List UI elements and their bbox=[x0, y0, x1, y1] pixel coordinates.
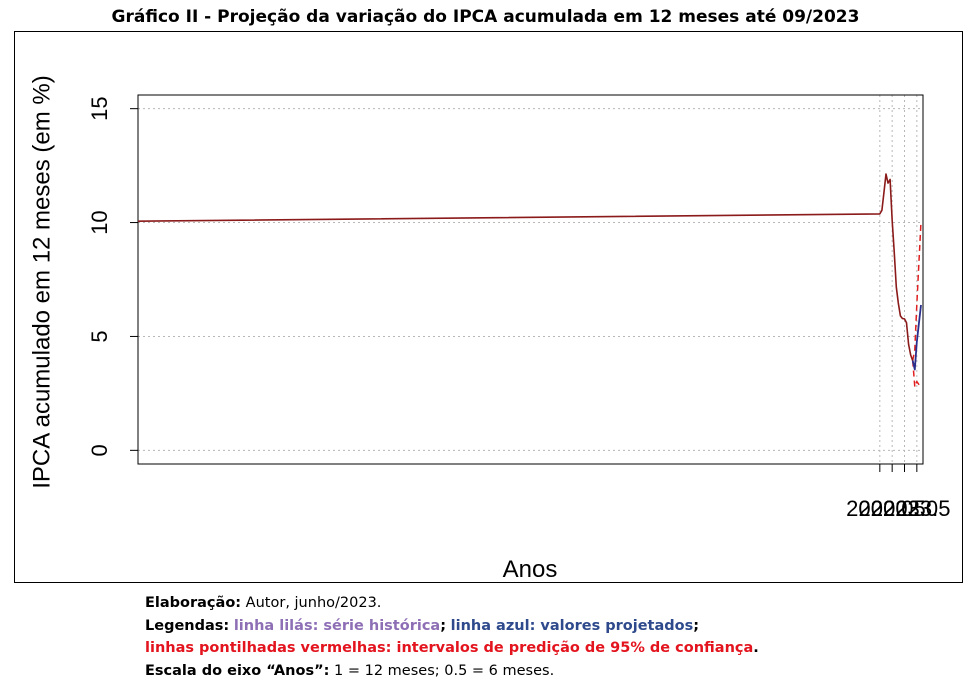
legend-interval: linhas pontilhadas vermelhas: intervalos… bbox=[145, 640, 754, 656]
note-legend: Legendas: linha lilás: série histórica; … bbox=[145, 615, 759, 638]
projected-series-line bbox=[911, 304, 922, 371]
legend-separator: ; bbox=[440, 617, 447, 634]
scale-label: Escala do eixo “Anos”: bbox=[145, 662, 330, 679]
legend-interval-end: . bbox=[753, 640, 759, 656]
elaboration-label: Elaboração: bbox=[145, 595, 242, 611]
elaboration-text: Autor, junho/2023. bbox=[241, 595, 382, 611]
lower-interval-line bbox=[911, 360, 922, 388]
y-tick-label: 5 bbox=[87, 330, 112, 342]
chart-notes: Elaboração: Autor, junho/2023. Legendas:… bbox=[145, 592, 759, 682]
x-tick-label: 2023.0 bbox=[871, 496, 938, 521]
legend-label: Legendas: bbox=[145, 617, 230, 634]
y-tick-label: 0 bbox=[87, 444, 112, 456]
legend-projected: linha azul: valores projetados bbox=[450, 617, 694, 634]
scale-text: 1 = 12 meses; 0.5 = 6 meses. bbox=[329, 662, 555, 679]
note-scale: Escala do eixo “Anos”: 1 = 12 meses; 0.5… bbox=[145, 660, 759, 683]
grid-lines bbox=[138, 95, 923, 464]
y-tick-label: 10 bbox=[87, 210, 112, 234]
x-tick-label: 2022.5 bbox=[859, 496, 926, 521]
y-axis-label: IPCA acumulado em 12 meses (em %) bbox=[28, 75, 55, 489]
note-elaboration: Elaboração: Autor, junho/2023. bbox=[145, 592, 759, 615]
historical-series-line bbox=[137, 173, 914, 361]
chart-frame: 2022.0 2022.5 2023.0 2023.5 0 5 10 15 Anos IPCA… bbox=[14, 31, 963, 583]
y-tick-label: 15 bbox=[87, 96, 112, 120]
series-lines bbox=[137, 173, 922, 388]
chart-title: Gráfico II - Projeção da variação do IPC… bbox=[111, 7, 860, 27]
upper-interval-line bbox=[911, 221, 922, 361]
x-tick-label: 2022.0 bbox=[846, 496, 913, 521]
plot-area-border bbox=[137, 94, 924, 465]
note-interval: linhas pontilhadas vermelhas: intervalos… bbox=[145, 637, 759, 660]
legend-end: ; bbox=[693, 617, 700, 634]
x-tick-label: 2023.5 bbox=[883, 496, 950, 521]
x-axis-label: Anos bbox=[503, 556, 558, 582]
legend-historical: linha lilás: série histórica bbox=[233, 617, 441, 634]
